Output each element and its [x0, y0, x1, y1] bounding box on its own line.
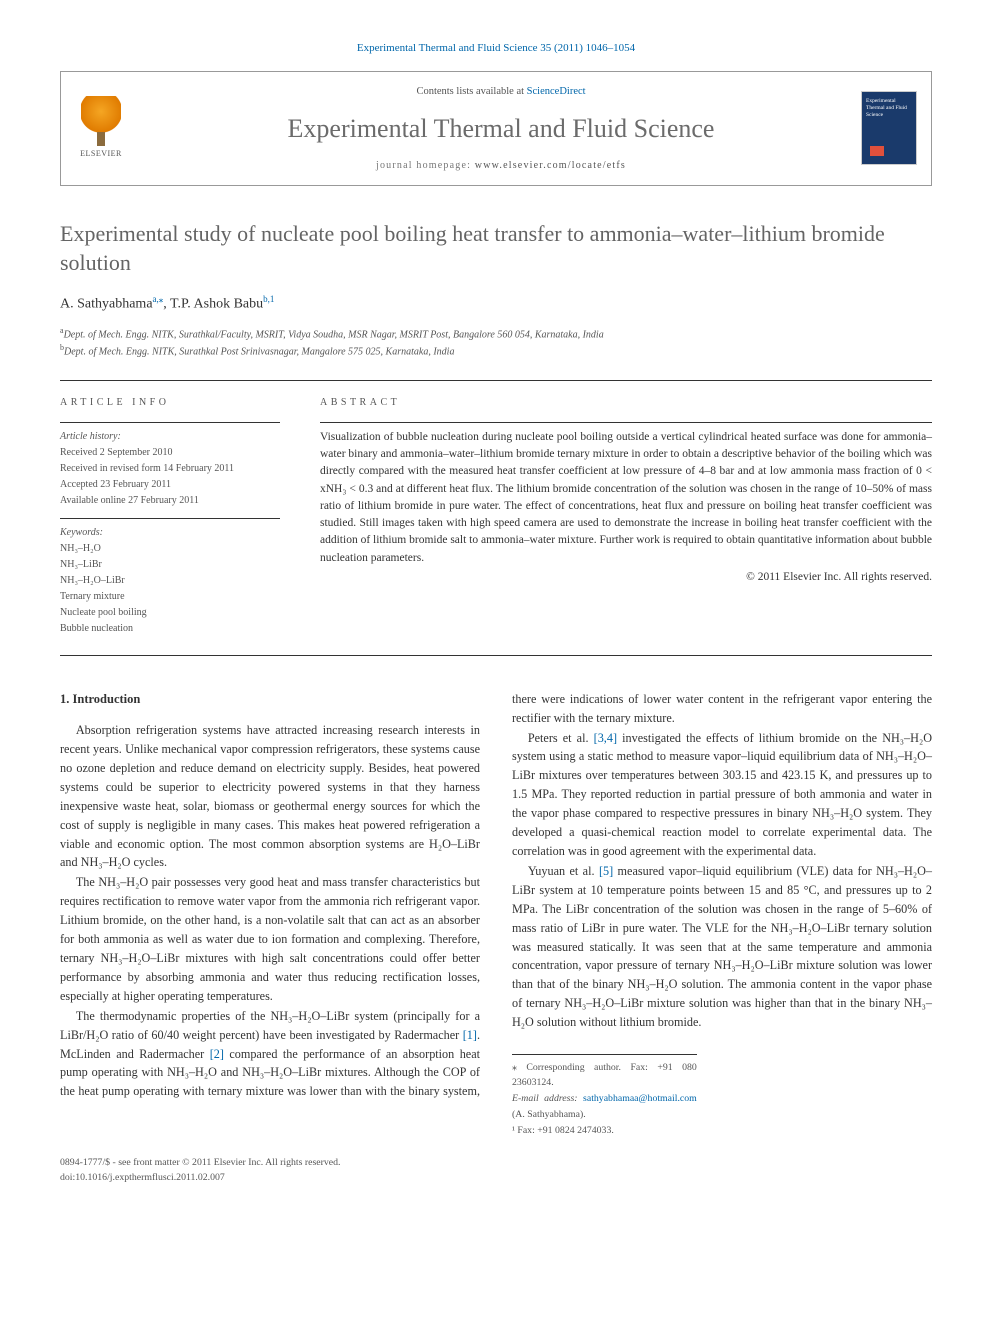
- rule-meta-bottom: [60, 655, 932, 656]
- affiliation-b: bDept. of Mech. Engg. NITK, Surathkal Po…: [60, 342, 932, 359]
- body-text: 1. Introduction Absorption refrigeration…: [60, 690, 932, 1138]
- elsevier-tree-icon: [81, 96, 121, 140]
- author-1-sup: a,⁎: [153, 294, 164, 304]
- footer-issn: 0894-1777/$ - see front matter © 2011 El…: [60, 1156, 932, 1171]
- abstract-copyright: © 2011 Elsevier Inc. All rights reserved…: [320, 569, 932, 586]
- keyword-1: NH₃–H₂O: [60, 541, 280, 556]
- abstract-text: Visualization of bubble nucleation durin…: [320, 429, 932, 567]
- publisher-logo: ELSEVIER: [75, 96, 127, 160]
- affiliations: aDept. of Mech. Engg. NITK, Surathkal/Fa…: [60, 325, 932, 360]
- journal-citation: Experimental Thermal and Fluid Science 3…: [60, 40, 932, 57]
- author-2-sup: b,1: [263, 294, 274, 304]
- cover-text: Experimental Thermal and Fluid Science: [866, 98, 912, 118]
- publisher-name: ELSEVIER: [80, 148, 122, 160]
- authors: A. Sathyabhamaa,⁎, T.P. Ashok Babub,1: [60, 293, 932, 315]
- abstract-label: ABSTRACT: [320, 395, 932, 410]
- journal-cover-thumbnail: Experimental Thermal and Fluid Science: [861, 91, 917, 165]
- journal-header-box: ELSEVIER Contents lists available at Sci…: [60, 71, 932, 187]
- article-info: ARTICLE INFO Article history: Received 2…: [60, 395, 280, 637]
- journal-header-center: Contents lists available at ScienceDirec…: [141, 84, 861, 174]
- para-2: The NH₃–H₂O pair possesses very good hea…: [60, 873, 480, 1005]
- article-info-label: ARTICLE INFO: [60, 395, 280, 410]
- history-label: Article history:: [60, 429, 280, 444]
- history-accepted: Accepted 23 February 2011: [60, 477, 280, 492]
- section-heading-1: 1. Introduction: [60, 690, 480, 709]
- abstract: ABSTRACT Visualization of bubble nucleat…: [320, 395, 932, 637]
- journal-homepage: journal homepage: www.elsevier.com/locat…: [141, 158, 861, 173]
- homepage-prefix: journal homepage:: [376, 160, 475, 171]
- history-revised: Received in revised form 14 February 201…: [60, 461, 280, 476]
- keyword-6: Bubble nucleation: [60, 621, 280, 636]
- keywords-label: Keywords:: [60, 525, 280, 540]
- history-online: Available online 27 February 2011: [60, 493, 280, 508]
- keyword-4: Ternary mixture: [60, 589, 280, 604]
- journal-title: Experimental Thermal and Fluid Science: [141, 109, 861, 148]
- para-4: Peters et al. [3,4] investigated the eff…: [512, 729, 932, 861]
- p3b: investigated by Radermacher: [316, 1028, 463, 1042]
- ref-5[interactable]: [5]: [599, 864, 613, 878]
- contents-prefix: Contents lists available at: [416, 86, 526, 97]
- email-label: E-mail address:: [512, 1093, 583, 1104]
- aff-b-text: Dept. of Mech. Engg. NITK, Surathkal Pos…: [64, 347, 454, 358]
- meta-row: ARTICLE INFO Article history: Received 2…: [60, 395, 932, 637]
- p4b: investigated the effects of lithium brom…: [512, 731, 932, 858]
- article-title: Experimental study of nucleate pool boil…: [60, 220, 932, 277]
- p5b: measured vapor–liquid equilibrium (VLE) …: [512, 864, 932, 1029]
- rule-info: [60, 422, 280, 423]
- footnote-corr: ⁎ Corresponding author. Fax: +91 080 236…: [512, 1060, 697, 1090]
- sciencedirect-link[interactable]: ScienceDirect: [527, 86, 586, 97]
- footer-doi: doi:10.1016/j.expthermflusci.2011.02.007: [60, 1171, 932, 1186]
- email-suffix: (A. Sathyabhama).: [512, 1109, 586, 1120]
- affiliation-a: aDept. of Mech. Engg. NITK, Surathkal/Fa…: [60, 325, 932, 342]
- ref-1[interactable]: [1]: [463, 1028, 477, 1042]
- rule-abstract: [320, 422, 932, 423]
- email-link[interactable]: sathyabhamaa@hotmail.com: [583, 1093, 697, 1104]
- ref-2[interactable]: [2]: [210, 1047, 224, 1061]
- footnote-1: ¹ Fax: +91 0824 2474033.: [512, 1123, 697, 1138]
- page-footer: 0894-1777/$ - see front matter © 2011 El…: [60, 1156, 932, 1185]
- contents-available: Contents lists available at ScienceDirec…: [141, 84, 861, 100]
- ref-34[interactable]: [3,4]: [594, 731, 617, 745]
- footnotes: ⁎ Corresponding author. Fax: +91 080 236…: [512, 1054, 697, 1138]
- para-1: Absorption refrigeration systems have at…: [60, 721, 480, 872]
- keyword-2: NH₃–LiBr: [60, 557, 280, 572]
- homepage-url[interactable]: www.elsevier.com/locate/etfs: [475, 160, 626, 171]
- p5a: Yuyuan et al.: [528, 864, 599, 878]
- author-2: T.P. Ashok Babu: [170, 297, 263, 312]
- keyword-5: Nucleate pool boiling: [60, 605, 280, 620]
- author-1: A. Sathyabhama: [60, 297, 153, 312]
- rule-top: [60, 380, 932, 381]
- p4a: Peters et al.: [528, 731, 594, 745]
- keyword-3: NH₃–H₂O–LiBr: [60, 573, 280, 588]
- para-5: Yuyuan et al. [5] measured vapor–liquid …: [512, 862, 932, 1032]
- history-received: Received 2 September 2010: [60, 445, 280, 460]
- footnote-email: E-mail address: sathyabhamaa@hotmail.com…: [512, 1091, 697, 1121]
- rule-keywords: [60, 518, 280, 519]
- aff-a-text: Dept. of Mech. Engg. NITK, Surathkal/Fac…: [64, 329, 604, 340]
